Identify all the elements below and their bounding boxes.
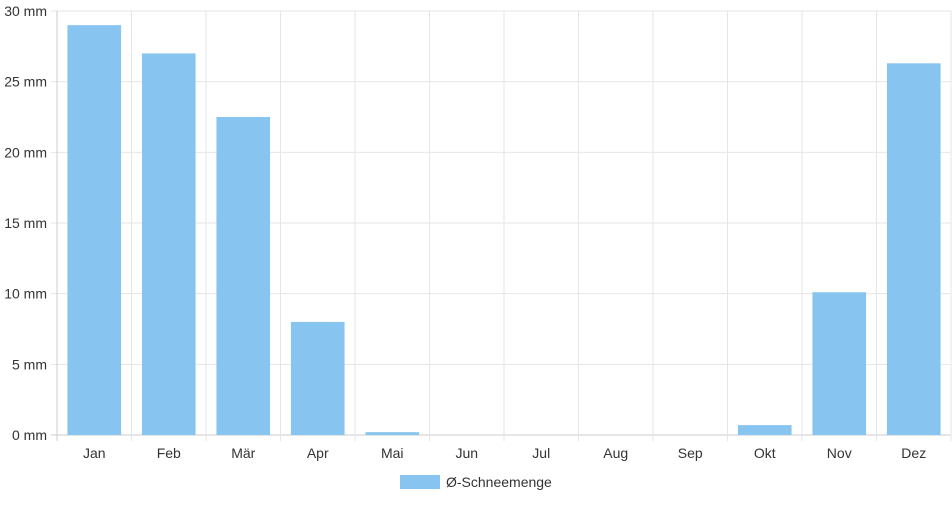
bar-jan[interactable] [67, 25, 122, 436]
bar-feb[interactable] [141, 53, 196, 436]
bars [67, 25, 941, 436]
bar-dez[interactable] [886, 63, 941, 435]
grid [51, 10, 952, 441]
y-tick-label: 20 mm [4, 144, 47, 160]
y-tick-label: 5 mm [12, 356, 47, 372]
bar-nov[interactable] [812, 292, 867, 435]
x-tick-label: Apr [307, 445, 329, 461]
y-tick-label: 0 mm [12, 427, 47, 443]
x-tick-label: Okt [754, 445, 776, 461]
y-tick-label: 10 mm [4, 286, 47, 302]
legend-swatch[interactable] [400, 475, 440, 489]
bar-apr[interactable] [290, 321, 345, 435]
x-tick-label: Jan [83, 445, 106, 461]
legend[interactable]: Ø-Schneemenge [400, 474, 552, 490]
y-tick-label: 15 mm [4, 215, 47, 231]
bar-okt[interactable] [737, 425, 792, 435]
y-tick-label: 30 mm [4, 3, 47, 19]
y-tick-label: 25 mm [4, 74, 47, 90]
x-tick-label: Feb [157, 445, 181, 461]
legend-label[interactable]: Ø-Schneemenge [446, 474, 552, 490]
x-tick-label: Mai [381, 445, 404, 461]
x-tick-label: Sep [678, 445, 703, 461]
x-tick-label: Jun [455, 445, 478, 461]
x-tick-label: Jul [532, 445, 550, 461]
x-tick-label: Nov [827, 445, 852, 461]
x-tick-label: Aug [603, 445, 628, 461]
axes: 0 mm 5 mm 10 mm 15 mm 20 mm 25 mm 30 mm Jan Feb M… [4, 3, 926, 461]
bar-mär[interactable] [216, 117, 271, 435]
bar-mai[interactable] [365, 432, 420, 435]
x-tick-label: Dez [901, 445, 926, 461]
x-tick-label: Mär [231, 445, 255, 461]
